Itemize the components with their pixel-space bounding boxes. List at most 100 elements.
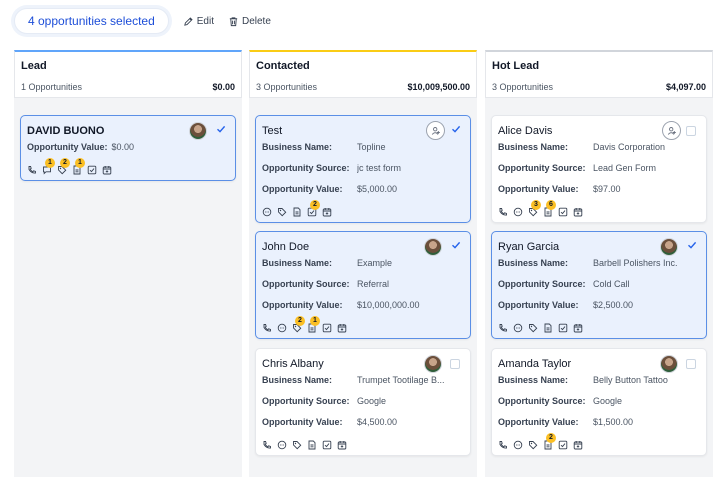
task-icon[interactable] bbox=[558, 207, 568, 217]
tag-icon[interactable]: 2 bbox=[57, 158, 70, 175]
field-label: Business Name: bbox=[498, 375, 569, 385]
check-icon[interactable] bbox=[451, 240, 461, 250]
phone-icon[interactable] bbox=[498, 323, 508, 333]
chat-icon[interactable] bbox=[277, 440, 287, 450]
tag-icon[interactable] bbox=[292, 440, 302, 450]
avatar[interactable] bbox=[660, 355, 678, 373]
tag-icon[interactable]: 3 bbox=[528, 200, 541, 217]
field-label: Business Name: bbox=[498, 258, 569, 268]
note-icon[interactable] bbox=[543, 323, 553, 333]
phone-icon[interactable] bbox=[262, 440, 272, 450]
select-checkbox[interactable] bbox=[450, 359, 460, 369]
calendar-icon[interactable] bbox=[337, 323, 347, 333]
task-icon[interactable] bbox=[558, 440, 568, 450]
note-icon[interactable]: 1 bbox=[72, 158, 85, 175]
notification-badge: 2 bbox=[295, 316, 305, 326]
field-value: Example bbox=[357, 258, 393, 268]
assign-owner-icon[interactable] bbox=[662, 121, 681, 140]
field-label: Business Name: bbox=[262, 258, 333, 268]
opportunity-card[interactable]: Alice Davis Business Name: Davis Corporat… bbox=[491, 115, 707, 223]
note-icon[interactable] bbox=[292, 207, 302, 217]
contact-name[interactable]: Ryan Garcia bbox=[498, 241, 560, 253]
field-label: Opportunity Value: bbox=[498, 300, 579, 310]
opportunity-card[interactable]: Ryan Garcia Business Name: Barbell Polish… bbox=[491, 231, 707, 339]
calendar-icon[interactable] bbox=[322, 207, 332, 217]
contact-name[interactable]: Chris Albany bbox=[262, 358, 324, 370]
chat-icon[interactable] bbox=[513, 207, 523, 217]
check-icon[interactable] bbox=[687, 240, 697, 250]
note-icon[interactable]: 2 bbox=[543, 433, 556, 450]
avatar[interactable] bbox=[189, 122, 207, 140]
check-icon[interactable] bbox=[216, 124, 226, 134]
task-icon[interactable] bbox=[322, 323, 332, 333]
edit-button[interactable]: Edit bbox=[183, 16, 214, 27]
field-value: Referral bbox=[357, 279, 390, 289]
tag-icon[interactable] bbox=[528, 323, 538, 333]
chat-icon[interactable] bbox=[277, 323, 287, 333]
note-icon[interactable]: 6 bbox=[543, 200, 556, 217]
select-checkbox[interactable] bbox=[686, 359, 696, 369]
avatar[interactable] bbox=[660, 238, 678, 256]
phone-icon[interactable] bbox=[498, 440, 508, 450]
avatar[interactable] bbox=[424, 238, 442, 256]
chat-icon[interactable]: 1 bbox=[42, 158, 55, 175]
tag-icon[interactable]: 2 bbox=[292, 316, 305, 333]
column-count: 3 Opportunities bbox=[492, 82, 554, 92]
field-value: Cold Call bbox=[593, 279, 630, 289]
avatar[interactable] bbox=[424, 355, 442, 373]
chat-icon[interactable] bbox=[513, 440, 523, 450]
contact-name[interactable]: Alice Davis bbox=[498, 125, 553, 137]
phone-icon[interactable] bbox=[498, 207, 508, 217]
field-label: Opportunity Source: bbox=[262, 163, 350, 173]
calendar-icon[interactable] bbox=[337, 440, 347, 450]
task-icon[interactable] bbox=[322, 440, 332, 450]
tag-icon[interactable] bbox=[277, 207, 287, 217]
field-value: Davis Corporation bbox=[593, 142, 666, 152]
field-value: $5,000.00 bbox=[357, 184, 398, 194]
contact-name[interactable]: DAVID BUONO bbox=[27, 125, 105, 137]
calendar-icon[interactable] bbox=[573, 440, 583, 450]
note-icon[interactable]: 1 bbox=[307, 316, 320, 333]
note-icon[interactable] bbox=[307, 440, 317, 450]
pipeline-column-lead: Lead 1 Opportunities $0.00 DAVID BUONO O… bbox=[14, 50, 242, 477]
notification-badge: 3 bbox=[531, 200, 541, 210]
assign-owner-icon[interactable] bbox=[426, 121, 445, 140]
field-value: $0.00 bbox=[111, 142, 135, 152]
opportunity-card[interactable]: DAVID BUONO Opportunity Value: $0.00 1 2 … bbox=[20, 115, 236, 181]
check-icon[interactable] bbox=[451, 124, 461, 134]
chat-icon[interactable] bbox=[262, 207, 272, 217]
opportunity-card[interactable]: John Doe Business Name: Example Opportuni… bbox=[255, 231, 471, 339]
phone-icon[interactable] bbox=[262, 323, 272, 333]
contact-name[interactable]: John Doe bbox=[262, 241, 310, 253]
calendar-icon[interactable] bbox=[573, 207, 583, 217]
phone-icon[interactable] bbox=[27, 165, 37, 175]
task-icon[interactable] bbox=[558, 323, 568, 333]
calendar-icon[interactable] bbox=[573, 323, 583, 333]
delete-button[interactable]: Delete bbox=[228, 16, 271, 27]
field-value: $2,500.00 bbox=[593, 300, 634, 310]
notification-badge: 1 bbox=[310, 316, 320, 326]
chat-icon[interactable] bbox=[513, 323, 523, 333]
opportunity-card[interactable]: Chris Albany Business Name: Trumpet Tooti… bbox=[255, 348, 471, 456]
field-value: Lead Gen Form bbox=[593, 163, 657, 173]
column-count: 3 Opportunities bbox=[256, 82, 318, 92]
card-actions: 1 2 1 bbox=[27, 158, 117, 175]
field-label: Opportunity Value: bbox=[498, 417, 579, 427]
notification-badge: 1 bbox=[45, 158, 55, 168]
column-total: $4,097.00 bbox=[665, 82, 706, 92]
task-icon[interactable]: 2 bbox=[307, 200, 320, 217]
opportunity-card[interactable]: Amanda Taylor Business Name: Belly Button… bbox=[491, 348, 707, 456]
delete-label: Delete bbox=[241, 15, 271, 27]
tag-icon[interactable] bbox=[528, 440, 538, 450]
selected-count-pill[interactable]: 4 opportunities selected bbox=[14, 8, 169, 34]
calendar-icon[interactable] bbox=[102, 165, 112, 175]
card-actions: 2 bbox=[498, 433, 588, 450]
task-icon[interactable] bbox=[87, 165, 97, 175]
select-checkbox[interactable] bbox=[686, 126, 696, 136]
contact-name[interactable]: Test bbox=[262, 125, 283, 137]
notification-badge: 2 bbox=[546, 433, 556, 443]
contact-name[interactable]: Amanda Taylor bbox=[498, 358, 572, 370]
trash-icon bbox=[229, 16, 238, 26]
opportunity-card[interactable]: Test Business Name: Topline Opportunity S… bbox=[255, 115, 471, 223]
card-actions bbox=[498, 323, 588, 333]
